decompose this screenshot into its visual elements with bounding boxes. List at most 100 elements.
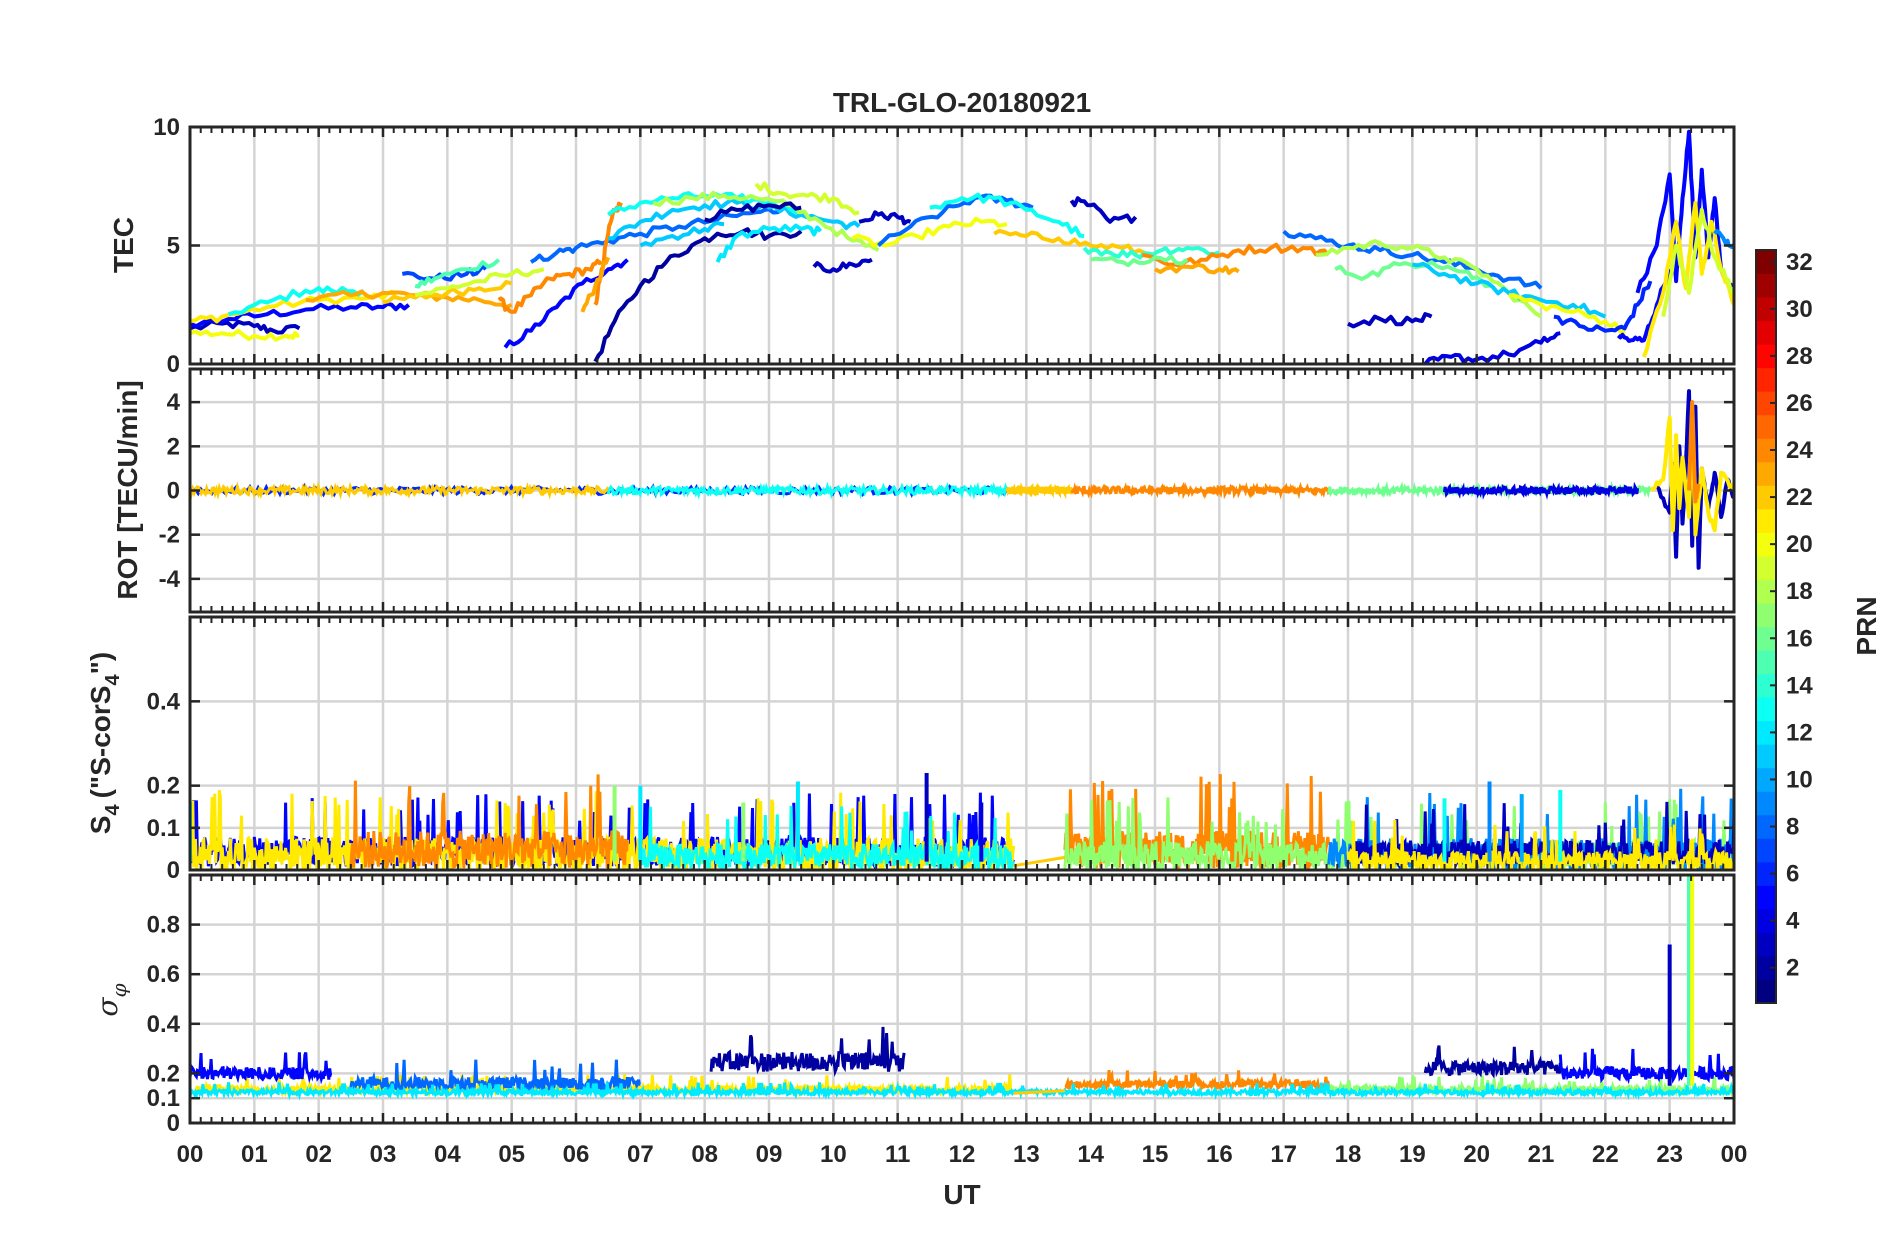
colorbar-band-30 [1756,297,1776,322]
s4-label-end: ") [85,652,116,675]
colorbar-tick-label: 16 [1786,625,1813,652]
s4-band-prn-13 [639,805,1015,870]
colorbar-band-17 [1756,602,1776,627]
colorbar-band-2 [1756,955,1776,980]
colorbar-tick-label: 32 [1786,249,1813,276]
colorbar-band-15 [1756,650,1776,675]
colorbar-band-31 [1756,273,1776,298]
tec-series-prn-13 [228,285,365,317]
colorbar-tick-label: 4 [1786,908,1800,935]
colorbar-tick-label: 18 [1786,578,1813,605]
tec-series-prn-14 [1082,245,1220,260]
sigma-ticks [188,875,1736,1125]
tec-y-tick-label: 10 [153,114,180,141]
tec-series-prn-11 [1412,261,1607,319]
colorbar-tick-label: 6 [1786,861,1799,888]
colorbar-band-7 [1756,838,1776,863]
sigma-y-axis-label: σφ [91,983,131,1016]
s4-label-mid: ("S [85,757,116,798]
colorbar-band-6 [1756,861,1776,886]
sigma-band-prn-12 [190,1080,1734,1101]
x-tick-label: 03 [370,1141,397,1168]
tec-series-prn-7 [401,264,488,282]
colorbar-band-18 [1756,579,1776,604]
tec-series-prn-24 [497,258,603,314]
s4-label-sub2: 4 [102,674,124,686]
sigma-band-prn-8 [349,1059,641,1095]
tec-series-prn-16 [1334,260,1490,288]
tec-series-prn-19 [414,267,545,298]
x-tick-label: 13 [1013,1141,1040,1168]
colorbar-tick-label: 24 [1786,437,1813,464]
colorbar-tick-label: 12 [1786,719,1813,746]
sigma-y-tick-labels: 0.8 0.6 0.4 0.20.10 [147,912,181,1137]
colorbar-band-20 [1756,532,1776,557]
colorbar-label: PRN [1851,596,1882,655]
rot-noise-prn-16 [1327,480,1651,500]
x-tick-label: 16 [1206,1141,1233,1168]
s4-y-tick-labels: 0.4 0.2 0.1 0 [147,688,181,884]
x-tick-label: 01 [241,1141,268,1168]
s4-y-tick-label: 0 [167,857,180,884]
s4-label-s: S [85,816,116,835]
sigma-band-prn-5 [1558,1048,1734,1085]
colorbar-band-5 [1756,885,1776,910]
tec-series-prn-22 [382,280,513,305]
x-tick-label: 20 [1463,1141,1490,1168]
colorbar-band-21 [1756,508,1776,533]
rot-y-tick-labels: 4 2 0 -2 -4 [159,389,181,593]
colorbar-tick-label: 2 [1786,955,1799,982]
tec-series-prn-3 [1069,196,1138,224]
colorbar-band-11 [1756,744,1776,769]
rot-y-tick-label: 0 [167,478,180,505]
colorbar-tick-label: 20 [1786,531,1813,558]
colorbar-band-32 [1756,250,1776,275]
colorbar-band-16 [1756,626,1776,651]
rot-noise-prn-13 [606,481,1009,500]
tec-grid [190,127,1734,364]
sigma-y-tick-label: 0.8 [147,912,180,939]
rot-noise-prn-22 [190,481,610,500]
rot-y-tick-label: 2 [167,433,180,460]
colorbar-band-10 [1756,767,1776,792]
tec-series-prn-20 [190,328,300,342]
tec-panel: 0 5 10 TEC [108,114,1736,378]
s4-data [190,773,1734,870]
x-tick-label: 18 [1335,1141,1362,1168]
colorbar-band-22 [1756,485,1776,510]
colorbar-band-4 [1756,908,1776,933]
sigma-y-tick-label: 0.2 [147,1060,180,1087]
sigma-gap-connector [1013,1089,1066,1095]
tec-data [190,129,1734,364]
rot-noise-prn-22 [1005,482,1073,500]
s4-band-prn-24 [349,774,629,869]
chart-title: TRL-GLO-20180921 [833,87,1091,118]
tec-series-prn-12 [715,223,823,263]
tec-series-prn-8 [1282,229,1543,290]
tec-ticks [188,125,1736,366]
x-tick-label: 12 [949,1141,976,1168]
x-tick-label: 15 [1142,1141,1169,1168]
colorbar-band-12 [1756,720,1776,745]
x-tick-label: 19 [1399,1141,1426,1168]
sigma-band-prn-2 [1423,1045,1562,1079]
colorbar-band-23 [1756,461,1776,486]
colorbar-band-14 [1756,673,1776,698]
x-tick-label: 00 [1721,1141,1748,1168]
sigma-band-prn-2 [709,1026,906,1078]
x-tick-label: 04 [434,1141,461,1168]
colorbar-band-13 [1756,697,1776,722]
s4-label-sub1: 4 [102,804,124,816]
tec-series-prn-5 [503,258,629,349]
colorbar-band-28 [1756,344,1776,369]
sigma-band-prn-24 [1064,1069,1331,1094]
sigma-band-prn-5 [190,1051,333,1085]
colorbar-tick-label: 26 [1786,390,1813,417]
colorbar-band-27 [1756,367,1776,392]
x-tick-label: 21 [1528,1141,1555,1168]
tec-y-tick-label: 5 [167,233,180,260]
rot-series-prn-21 [1649,411,1734,537]
sigma-y-tick-label: 0 [167,1110,180,1137]
colorbar-band-9 [1756,791,1776,816]
